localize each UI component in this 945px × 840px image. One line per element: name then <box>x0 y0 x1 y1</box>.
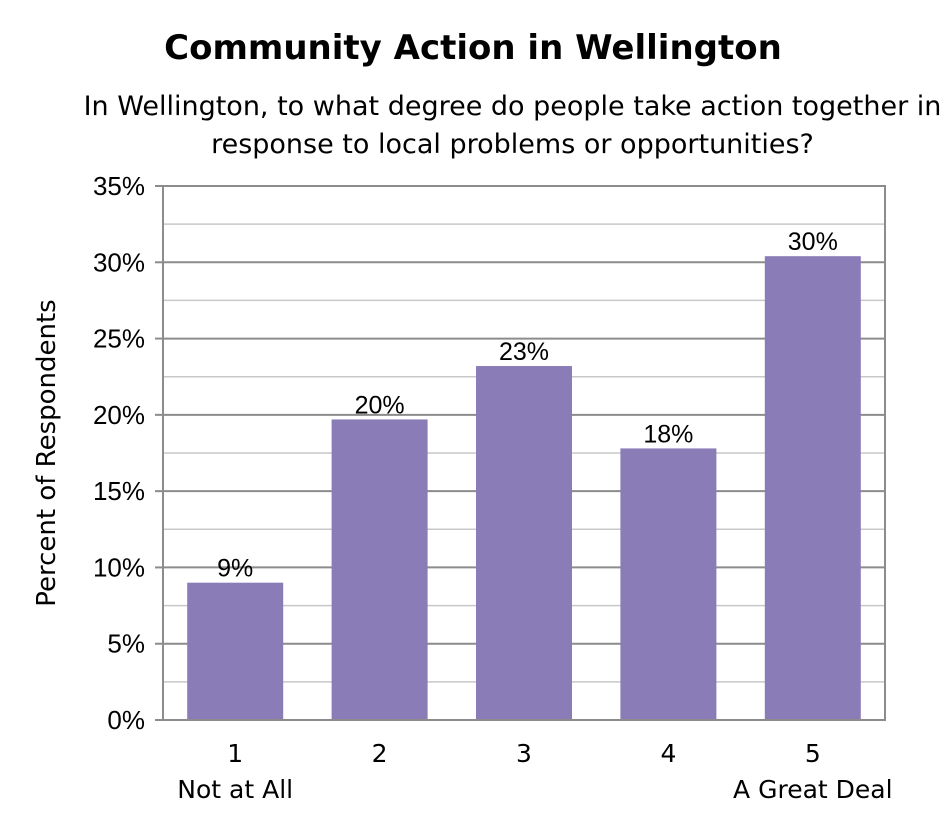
plot-frame <box>162 185 886 721</box>
x-tick-label-4: 4 <box>660 739 676 768</box>
y-axis-ticks: 0% 5% 10% 15% 20% 25% 30% 35% <box>93 171 163 735</box>
data-label-4: 18% <box>643 420 693 448</box>
plot-border <box>162 185 886 721</box>
y-tick-label: 5% <box>107 629 145 659</box>
data-label-3: 23% <box>499 338 549 366</box>
bar-2 <box>331 419 428 720</box>
y-tick-label: 20% <box>93 400 145 430</box>
data-label-5: 30% <box>788 228 838 256</box>
y-tick-label: 30% <box>93 247 145 277</box>
bar-1 <box>187 582 284 720</box>
chart-title: Community Action in Wellington <box>164 28 782 68</box>
chart-subtitle: In Wellington, to what degree do people … <box>83 91 942 160</box>
x-tick-label-1: 1 <box>227 739 243 768</box>
y-tick-label: 15% <box>93 476 145 506</box>
x-tick-sublabel-1: Not at All <box>177 775 293 804</box>
x-tick-label-5: 5 <box>805 739 821 768</box>
bar-3 <box>476 366 572 720</box>
data-label-2: 20% <box>355 391 405 419</box>
data-labels: 9% 20% 23% 18% 30% <box>217 228 838 583</box>
y-axis-label: Percent of Respondents <box>32 299 62 606</box>
y-tick-label: 10% <box>93 552 145 582</box>
bar-5 <box>764 256 861 720</box>
y-tick-label: 25% <box>93 324 145 354</box>
bar-4 <box>620 448 717 720</box>
y-tick-label: 0% <box>107 705 145 735</box>
data-label-1: 9% <box>217 555 253 583</box>
bars <box>187 256 861 720</box>
x-axis-categories: 1 Not at All 2 3 4 5 A Great Deal <box>177 739 892 804</box>
x-tick-label-2: 2 <box>372 739 388 768</box>
y-tick-label: 35% <box>93 171 145 201</box>
x-tick-label-3: 3 <box>516 739 532 768</box>
x-tick-sublabel-5: A Great Deal <box>733 775 893 804</box>
